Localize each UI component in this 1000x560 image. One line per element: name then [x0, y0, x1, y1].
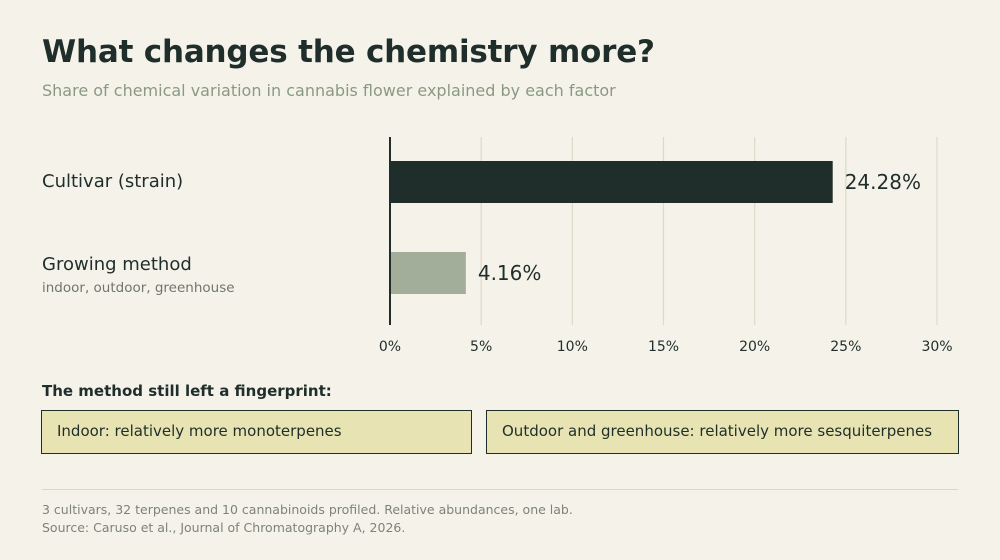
footer-divider: [42, 489, 958, 490]
chart-title: What changes the chemistry more?: [42, 34, 655, 70]
bar-value-label-1: 4.16%: [478, 261, 542, 285]
x-tick-label-10: 10%: [557, 339, 588, 355]
chart-subtitle: Share of chemical variation in cannabis …: [42, 81, 616, 100]
callout-outdoor-greenhouse: Outdoor and greenhouse: relatively more …: [486, 410, 959, 454]
category-sublabel-growing-method: indoor, outdoor, greenhouse: [42, 280, 235, 296]
x-tick-label-5: 5%: [470, 339, 492, 355]
bar-chart: 24.28% 4.16% 0% 5% 10% 15% 20% 25% 30%: [379, 137, 953, 355]
bar-1: [390, 252, 466, 294]
x-tick-label-25: 25%: [830, 339, 861, 355]
bar-0: [390, 161, 833, 203]
x-tick-label-0: 0%: [379, 339, 401, 355]
x-tick-label-15: 15%: [648, 339, 679, 355]
fingerprint-heading: The method still left a fingerprint:: [42, 382, 332, 400]
bar-value-label-0: 24.28%: [845, 170, 921, 194]
category-label-growing-method: Growing method: [42, 254, 192, 275]
footer-source: Source: Caruso et al., Journal of Chroma…: [42, 520, 406, 535]
footer-note: 3 cultivars, 32 terpenes and 10 cannabin…: [42, 502, 573, 517]
category-label-cultivar: Cultivar (strain): [42, 171, 184, 192]
x-tick-label-20: 20%: [739, 339, 770, 355]
callout-indoor: Indoor: relatively more monoterpenes: [41, 410, 472, 454]
x-tick-label-30: 30%: [921, 339, 952, 355]
